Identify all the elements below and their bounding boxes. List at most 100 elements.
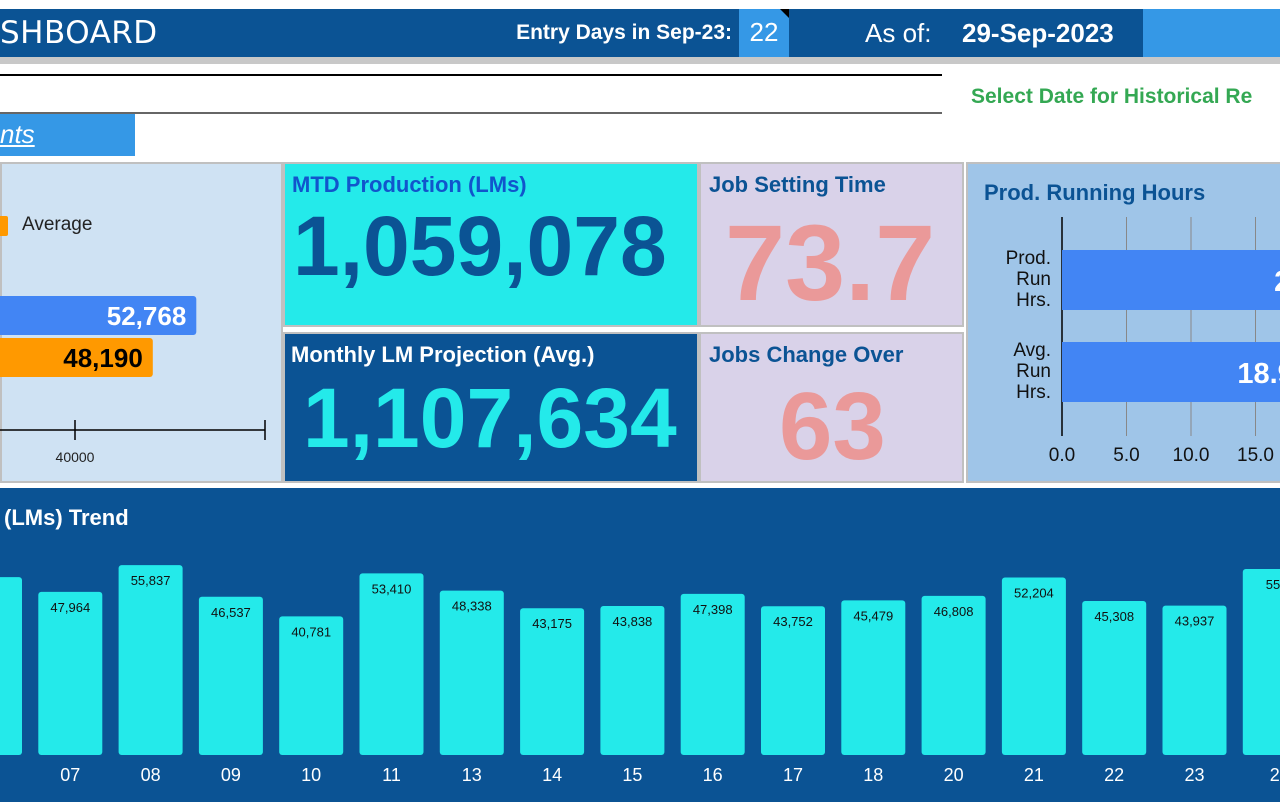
trend-bar	[1082, 600, 1147, 755]
trend-chart: 047,9640755,8370846,5370940,7811053,4101…	[0, 565, 1280, 785]
bar-value-label: 20.	[1274, 266, 1280, 298]
trend-x-label: 23	[1184, 765, 1204, 785]
mtd-label: MTD Production (LMs)	[292, 172, 527, 197]
jobs-change-card: Jobs Change Over 63	[699, 332, 964, 483]
trend-bar-value-label: 55,837	[131, 573, 171, 588]
date-input-bottom-border	[0, 112, 942, 114]
trend-bar-value-label: 53,410	[372, 581, 412, 596]
trend-bar	[359, 573, 424, 755]
bar-0	[0, 296, 197, 335]
trend-bar-value-label: 43,937	[1175, 614, 1215, 629]
job-setting-value: 73.7	[725, 202, 936, 323]
category-label: Hrs.	[1016, 382, 1051, 403]
trend-x-label: 17	[783, 765, 803, 785]
bar-value-label: 52,768	[107, 301, 187, 331]
trend-x-label: 18	[863, 765, 883, 785]
entry-days-cell[interactable]: 22	[739, 9, 789, 57]
projection-value: 1,107,634	[303, 371, 677, 465]
running-hours-panel: Prod. Running Hours 20.Prod.RunHrs.18.9A…	[966, 162, 1280, 483]
trend-bar	[1001, 577, 1066, 755]
x-tick-label: 10.0	[1173, 445, 1210, 466]
trend-panel: (LMs) Trend 047,9640755,8370846,5370940,…	[0, 488, 1280, 802]
job-setting-label: Job Setting Time	[709, 172, 886, 197]
legend-swatch-average	[0, 216, 8, 236]
bar-value-label: 48,190	[63, 343, 143, 373]
trend-x-label: 11	[382, 765, 401, 785]
header-accent-cell	[1143, 9, 1280, 57]
trend-title: (LMs) Trend	[4, 505, 129, 530]
daily-compare-chart: 52,768 48,190 40000	[0, 296, 266, 465]
trend-bar-value-label: 43,752	[773, 614, 813, 629]
entry-days-label: Entry Days in Sep-23:	[516, 21, 732, 44]
trend-bar-value-label: 45,479	[853, 608, 893, 623]
bar-0	[1062, 250, 1280, 310]
running-hours-title: Prod. Running Hours	[984, 180, 1206, 205]
trend-bar-value-label: 55,	[1266, 577, 1280, 592]
jobs-change-value: 63	[779, 373, 886, 480]
x-tick-label: 5.0	[1113, 445, 1139, 466]
bar-1	[0, 338, 153, 377]
trend-bar-value-label: 40,781	[291, 624, 331, 639]
x-tick-label: 15.0	[1237, 445, 1274, 466]
bar-value-label: 18.9	[1237, 358, 1280, 390]
trend-bar-value-label: 43,838	[613, 614, 653, 629]
daily-compare-panel: Average 52,768 48,190 40000	[0, 162, 283, 483]
trend-bar	[520, 608, 585, 755]
jobs-change-label: Jobs Change Over	[709, 342, 904, 367]
historical-date-input[interactable]	[0, 76, 942, 112]
mtd-value: 1,059,078	[293, 199, 667, 293]
trend-bar-value-label: 43,175	[532, 616, 572, 631]
trend-bar	[279, 616, 344, 755]
category-label: Hrs.	[1016, 290, 1051, 311]
trend-bar-value-label: 45,308	[1094, 609, 1134, 624]
reports-link[interactable]: nts	[0, 114, 135, 156]
running-hours-chart: 20.Prod.RunHrs.18.9Avg.RunHrs.0.05.010.0…	[1006, 217, 1280, 466]
trend-x-label: 14	[542, 765, 562, 785]
as-of-label: As of:	[865, 18, 932, 48]
trend-bar	[198, 596, 263, 755]
category-label: Run	[1016, 269, 1051, 290]
date-input-top-border	[0, 74, 942, 76]
trend-x-label: 09	[221, 765, 241, 785]
trend-x-label: 21	[1024, 765, 1044, 785]
trend-bar-value-label: 46,537	[211, 605, 251, 620]
trend-bar-value-label: 48,338	[452, 599, 492, 614]
category-label: Prod.	[1006, 248, 1051, 269]
trend-x-label: 07	[60, 765, 80, 785]
mtd-production-card: MTD Production (LMs) 1,059,078	[283, 162, 699, 327]
job-setting-card: Job Setting Time 73.7	[699, 162, 964, 327]
trend-bar-value-label: 52,204	[1014, 586, 1054, 601]
historical-date-prompt: Select Date for Historical Re	[971, 85, 1253, 108]
divider	[0, 57, 1280, 64]
projection-card: Monthly LM Projection (Avg.) 1,107,634	[283, 332, 699, 483]
header-bar: SHBOARD Entry Days in Sep-23: 22 As of: …	[0, 9, 1280, 57]
trend-bar	[761, 606, 825, 755]
trend-bar	[38, 591, 103, 755]
trend-bar	[841, 600, 906, 755]
projection-label: Monthly LM Projection (Avg.)	[291, 342, 595, 367]
trend-bar-value-label: 46,808	[934, 604, 974, 619]
trend-bar	[0, 577, 22, 755]
trend-bar-value-label: 47,964	[50, 600, 90, 615]
x-tick-label: 40000	[56, 449, 95, 465]
trend-bar	[680, 593, 745, 755]
trend-x-label: 08	[141, 765, 161, 785]
trend-bar	[921, 595, 986, 755]
as-of-date[interactable]: 29-Sep-2023	[962, 18, 1114, 48]
trend-bar	[1242, 569, 1280, 755]
trend-bar	[1162, 605, 1227, 755]
trend-x-label: 22	[1104, 765, 1124, 785]
entry-days-value: 22	[749, 17, 779, 47]
trend-bar-value-label: 47,398	[693, 602, 733, 617]
dashboard-title: SHBOARD	[0, 15, 158, 51]
category-label: Run	[1016, 361, 1051, 382]
trend-x-label: 10	[301, 765, 321, 785]
category-label: Avg.	[1013, 340, 1051, 361]
trend-x-label: 20	[944, 765, 964, 785]
legend-average: Average	[22, 214, 93, 235]
trend-x-label: 2	[1270, 765, 1280, 785]
bar-1	[1062, 342, 1280, 402]
comment-indicator-icon	[780, 9, 789, 18]
trend-x-label: 16	[703, 765, 723, 785]
trend-bar	[600, 605, 665, 755]
